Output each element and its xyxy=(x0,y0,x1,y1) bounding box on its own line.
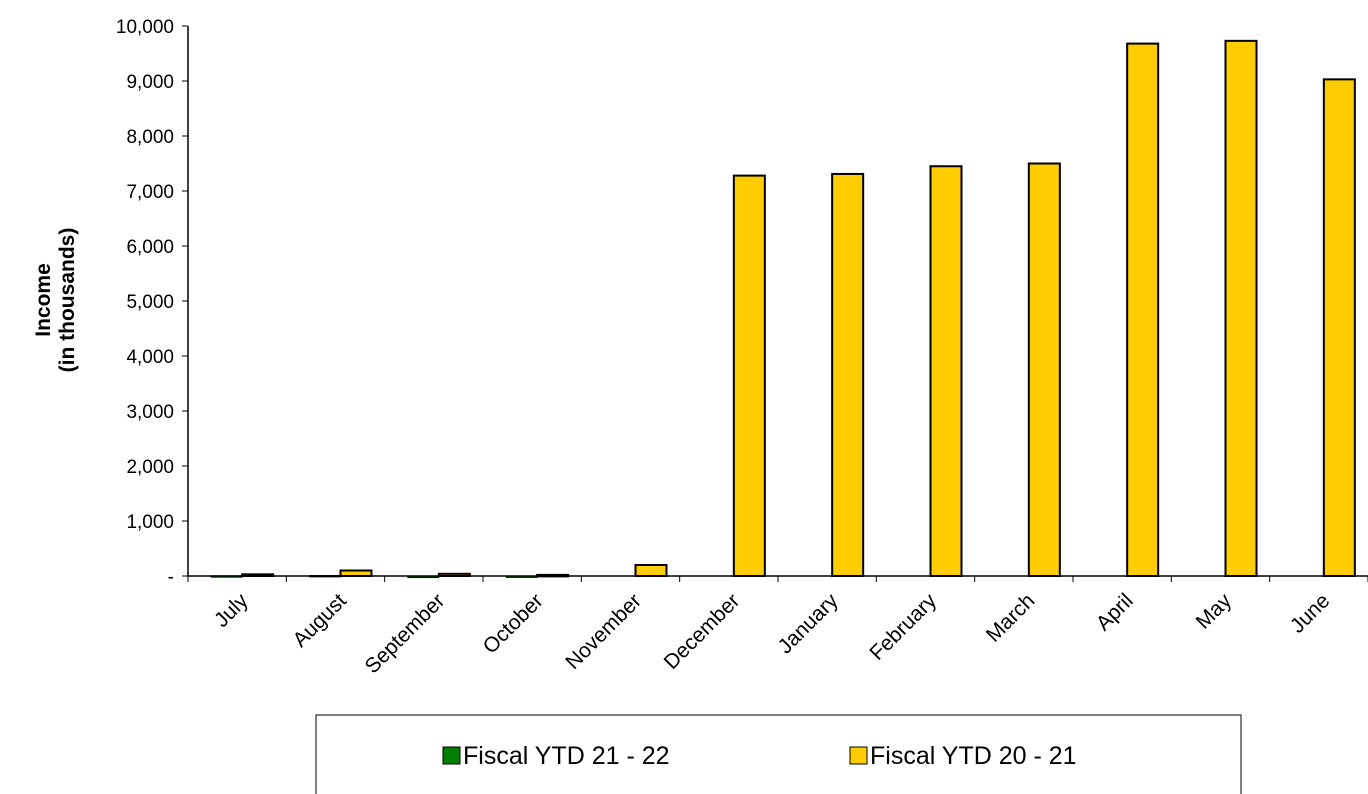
x-tick-label-october: October xyxy=(479,589,548,658)
bar-fiscal-ytd-20-21-december xyxy=(732,174,766,577)
x-tick-label-august: August xyxy=(289,589,352,652)
legend-label-fiscal-ytd-21-22: Fiscal YTD 21 - 22 xyxy=(463,742,670,770)
y-tick-label: 3,000 xyxy=(126,402,174,423)
y-axis-title-line-1: Income xyxy=(32,263,55,337)
x-tick-label-september: September xyxy=(360,589,449,678)
bars xyxy=(210,39,1356,579)
bar-fiscal-ytd-20-21-august xyxy=(339,569,373,577)
x-tick-label-november: November xyxy=(561,589,646,674)
y-tick-label: - xyxy=(168,567,174,588)
legend-swatch-fiscal-ytd-20-21 xyxy=(849,746,868,765)
bar-fiscal-ytd-20-21-april xyxy=(1126,42,1160,578)
y-tick-label: 1,000 xyxy=(126,512,174,533)
bar-fiscal-ytd-20-21-february xyxy=(929,165,963,577)
x-tick-label-january: January xyxy=(774,589,843,658)
x-tick-label-february: February xyxy=(865,589,941,665)
bar-fiscal-ytd-20-21-march xyxy=(1027,162,1061,577)
x-tick-label-december: December xyxy=(660,589,745,674)
bar-fiscal-ytd-20-21-january xyxy=(831,172,865,577)
x-tick-label-june: June xyxy=(1286,589,1334,637)
bar-fiscal-ytd-20-21-may xyxy=(1224,39,1258,578)
legend-label-fiscal-ytd-20-21: Fiscal YTD 20 - 21 xyxy=(870,742,1077,770)
legend-box xyxy=(315,714,1242,794)
x-tick-label-march: March xyxy=(982,589,1040,647)
x-tick-label-may: May xyxy=(1192,589,1237,634)
y-tick-label: 4,000 xyxy=(126,347,174,368)
y-axis-title-line-2: (in thousands) xyxy=(56,228,79,373)
bar-fiscal-ytd-20-21-november xyxy=(634,564,668,577)
x-axis-labels: July August September October November Decemb… xyxy=(210,589,1334,678)
y-axis-title: Income (in thousands) xyxy=(32,228,79,373)
y-tick-label: 10,000 xyxy=(116,17,174,38)
axes xyxy=(187,26,1368,582)
y-axis-ticks: - 1,000 2,000 3,000 4,000 5,000 6,000 7,000 8,00… xyxy=(116,17,188,588)
y-tick-label: 8,000 xyxy=(126,127,174,148)
y-tick-label: 9,000 xyxy=(126,72,174,93)
x-tick-label-july: July xyxy=(210,589,253,632)
bar-fiscal-ytd-20-21-june xyxy=(1322,78,1356,577)
legend: Fiscal YTD 21 - 22 Fiscal YTD 20 - 21 xyxy=(315,714,1242,794)
x-tick-label-april: April xyxy=(1092,589,1138,635)
y-tick-label: 7,000 xyxy=(126,182,174,203)
y-tick-label: 6,000 xyxy=(126,237,174,258)
y-tick-label: 5,000 xyxy=(126,292,174,313)
legend-swatch-fiscal-ytd-21-22 xyxy=(442,746,461,765)
y-tick-label: 2,000 xyxy=(126,457,174,478)
